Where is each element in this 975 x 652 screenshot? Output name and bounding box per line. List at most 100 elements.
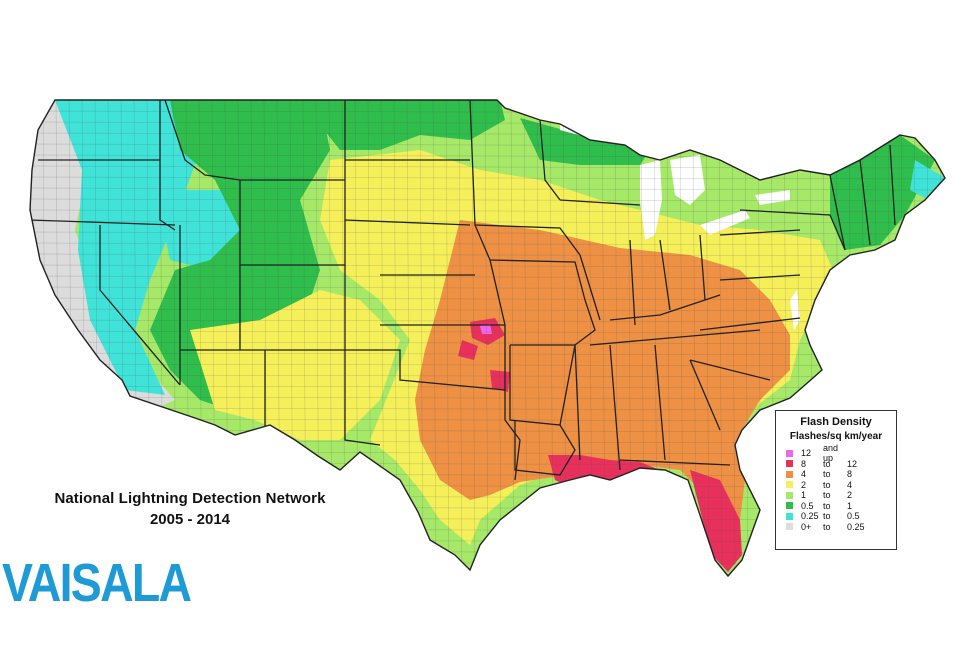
legend: Flash Density Flashes/sq km/year 12 and u… — [775, 410, 897, 550]
legend-high: 4 — [847, 479, 853, 490]
state-line-oklahoma-texas — [380, 349, 506, 391]
county-line — [30, 297, 945, 301]
county-line — [744, 100, 749, 576]
legend-low: 4 — [801, 469, 807, 480]
legend-entry: 12 and up — [776, 443, 896, 463]
state-line-sd-nebraska — [344, 219, 471, 226]
state-line-iowa — [474, 224, 581, 256]
legend-entry: 0.5 to 1 — [776, 501, 896, 512]
county-line — [30, 385, 945, 389]
county-line — [458, 100, 463, 576]
legend-high: 0.5 — [847, 511, 860, 522]
county-line — [30, 209, 945, 213]
county-line — [30, 341, 945, 345]
lake-michigan — [640, 160, 662, 240]
state-line-wyoming — [239, 180, 346, 266]
county-line — [30, 264, 945, 268]
legend-sep: and up — [823, 443, 839, 464]
legend-sep: to — [823, 511, 831, 522]
state-line-florida-north — [619, 459, 731, 466]
state-line-arkansas — [509, 344, 576, 426]
county-line — [731, 100, 736, 576]
state-line-kentucky-tennessee — [589, 329, 761, 346]
lake-huron — [670, 155, 705, 205]
state-line-ohio — [659, 234, 706, 311]
state-line-idaho-montana — [164, 100, 241, 181]
county-line — [30, 176, 945, 180]
county-line — [30, 231, 945, 235]
legend-swatch — [786, 502, 793, 510]
density-region-florida-red — [690, 470, 742, 572]
chesapeake-bay — [790, 290, 800, 330]
legend-swatch — [786, 470, 793, 478]
density-region-pacific-northwest — [55, 100, 200, 395]
county-line — [484, 100, 489, 576]
state-line-nevada-california — [99, 225, 181, 386]
legend-subtitle: Flashes/sq km/year — [789, 431, 883, 442]
state-line-illinois-indiana — [579, 239, 636, 326]
county-line — [718, 100, 723, 576]
state-line-wisconsin-illinois — [559, 199, 641, 206]
county-line — [30, 363, 945, 367]
density-region-new-england-green — [830, 135, 935, 250]
map-title-block: National Lightning Detection Network 200… — [20, 490, 360, 528]
vaisala-logo: VAISALA — [2, 553, 192, 613]
legend-title: Flash Density — [800, 416, 872, 428]
map-title: National Lightning Detection Network — [54, 490, 326, 507]
state-line-idaho-west — [159, 100, 176, 231]
lake-superior — [560, 120, 640, 145]
density-region-oklahoma-red — [458, 340, 478, 360]
county-line — [432, 100, 437, 576]
legend-entry: 4 to 8 — [776, 469, 896, 480]
state-line-new-england — [829, 144, 896, 251]
county-line — [30, 242, 945, 246]
legend-swatch — [786, 460, 793, 468]
density-region-northern-plains-green — [300, 100, 505, 150]
legend-sep: to — [823, 469, 831, 480]
county-line — [497, 100, 502, 576]
legend-high: 8 — [847, 469, 853, 480]
legend-entry: 2 to 4 — [776, 480, 896, 491]
legend-sep: to — [823, 479, 831, 490]
density-region-upper-midwest-green — [520, 118, 650, 165]
legend-sep: to — [823, 490, 831, 501]
legend-low: 0.5 — [801, 500, 814, 511]
legend-entry: 0+ to 0.25 — [776, 522, 896, 533]
state-line-new-york — [739, 209, 846, 251]
legend-low: 0.25 — [801, 511, 819, 522]
legend-entries: 12 and up 8 to 12 4 to 8 2 to 4 1 to 2 0.5 to 1 0.2… — [776, 443, 896, 533]
county-line — [692, 100, 697, 576]
legend-low: 1 — [801, 490, 807, 501]
density-region-maine-coast — [910, 160, 945, 198]
legend-sep: to — [823, 521, 831, 532]
legend-sep: to — [823, 500, 831, 511]
county-line — [30, 275, 945, 279]
county-line — [30, 198, 945, 202]
legend-high: 1 — [847, 500, 853, 511]
county-line — [705, 100, 710, 576]
county-line — [510, 100, 515, 576]
legend-swatch — [786, 523, 793, 531]
state-line-oregon-california — [30, 219, 176, 226]
state-line-kentucky-north — [609, 294, 721, 321]
legend-low: 12 — [801, 448, 812, 459]
legend-swatch — [786, 481, 793, 489]
legend-swatch — [786, 449, 793, 457]
legend-entry: 8 to 12 — [776, 459, 896, 470]
state-line-missouri — [489, 259, 596, 346]
county-line — [30, 308, 945, 312]
county-line — [30, 319, 945, 323]
county-line — [30, 286, 945, 290]
legend-low: 0+ — [801, 521, 812, 532]
state-line-pennsylvania — [719, 229, 801, 281]
county-line — [30, 330, 945, 334]
state-line-louisiana — [514, 420, 576, 476]
legend-low: 2 — [801, 479, 807, 490]
state-line-virginia-nc — [699, 317, 801, 331]
legend-high: 0.25 — [847, 521, 865, 532]
state-line-nm-texas — [344, 350, 381, 446]
legend-low: 8 — [801, 458, 807, 469]
lake-erie — [700, 210, 750, 235]
